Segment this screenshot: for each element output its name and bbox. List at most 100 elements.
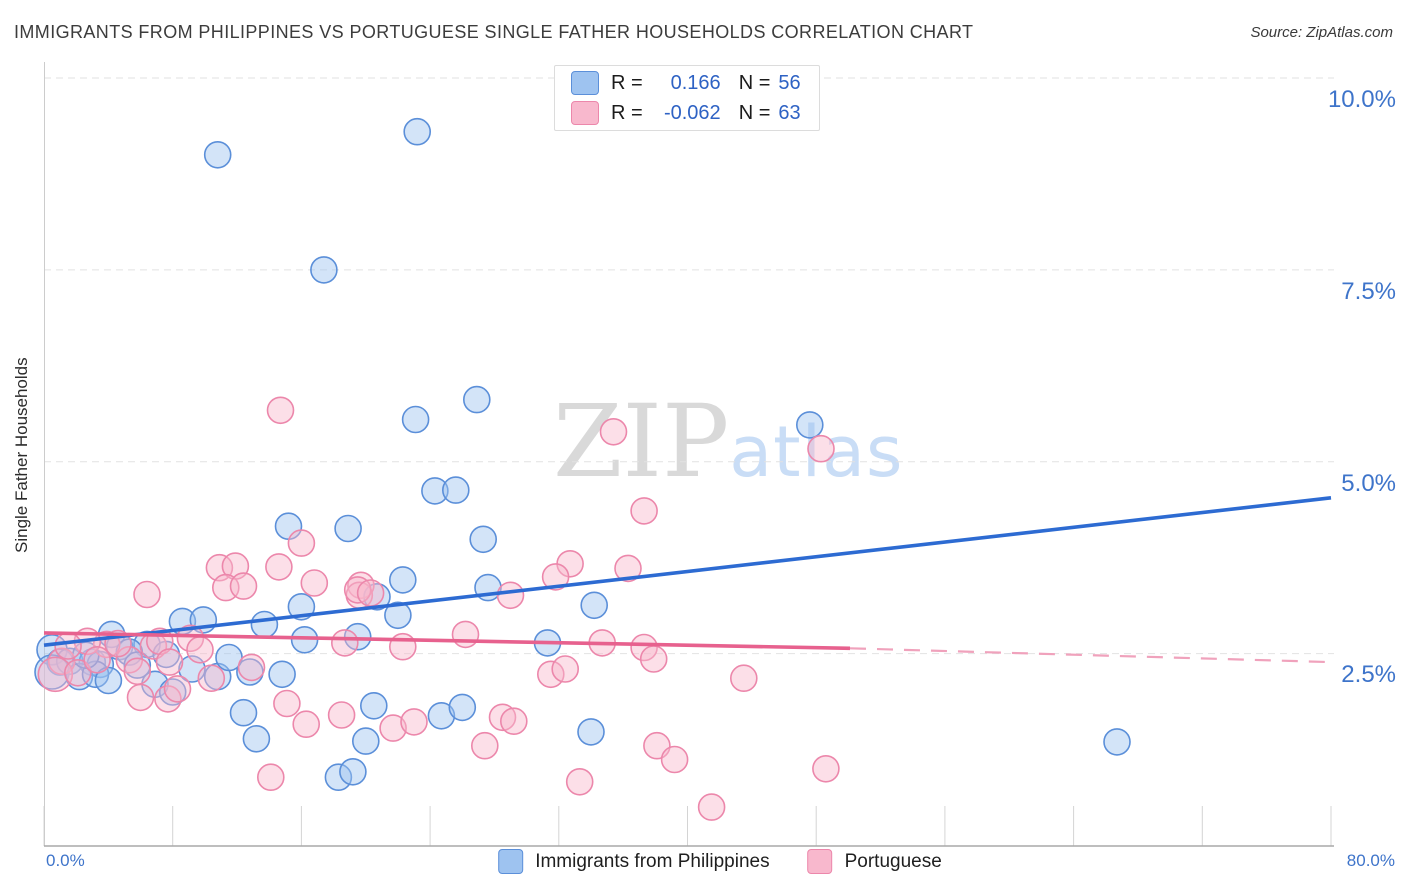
scatter-point-philippines (310, 256, 338, 284)
scatter-point-portuguese (812, 754, 840, 783)
scatter-point-portuguese (273, 689, 301, 718)
legend-row-philippines: R = 0.166 N = 56 (555, 70, 819, 96)
scatter-point-philippines (334, 514, 362, 543)
scatter-point-philippines (242, 724, 271, 753)
scatter-point-philippines (469, 525, 498, 554)
scatter-point-philippines (324, 763, 353, 792)
scatter-point-philippines (359, 691, 388, 720)
scatter-point-philippines (123, 651, 152, 679)
scatter-point-portuguese (729, 664, 758, 693)
scatter-point-philippines (577, 718, 605, 746)
y-tick-label-2-5: 2.5% (1341, 661, 1396, 688)
r-value-philippines: 0.166 (670, 71, 721, 94)
scatter-point-philippines (384, 601, 412, 630)
scatter-point-portuguese (400, 708, 428, 736)
scatter-point-portuguese (54, 632, 82, 660)
trend-line-portuguese (849, 647, 1332, 664)
scatter-point-portuguese (488, 703, 517, 732)
scatter-point-portuguese (154, 685, 182, 713)
scatter-point-philippines (343, 622, 372, 651)
scatter-point-portuguese (614, 554, 642, 583)
n-value-portuguese: 63 (778, 101, 801, 124)
scatter-point-portuguese (64, 658, 92, 687)
r-value-portuguese: -0.062 (663, 101, 721, 124)
scatter-point-philippines (351, 727, 380, 755)
blue-series-swatch (498, 849, 524, 874)
scatter-point-philippines (268, 660, 296, 689)
scatter-point-philippines (250, 610, 279, 639)
scatter-point-philippines (1103, 728, 1131, 756)
scatter-point-portuguese (551, 655, 580, 683)
scatter-point-portuguese (356, 579, 385, 607)
scatter-point-portuguese (630, 497, 658, 525)
scatter-point-portuguese (330, 629, 359, 657)
pink-series-swatch (807, 849, 833, 874)
scatter-point-philippines (388, 566, 417, 594)
scatter-point-portuguese (660, 745, 689, 774)
scatter-point-portuguese (541, 563, 570, 591)
series-legend: Immigrants from Philippines Portuguese (498, 849, 942, 874)
n-label: N = (738, 101, 771, 124)
legend-label-philippines: Immigrants from Philippines (535, 850, 770, 872)
scatter-point-portuguese (300, 569, 329, 597)
scatter-point-portuguese (126, 683, 155, 712)
y-tick-label-7-5: 7.5% (1341, 278, 1396, 305)
scatter-point-portuguese (536, 660, 565, 689)
scatter-point-portuguese (83, 645, 111, 674)
scatter-point-portuguese (163, 675, 192, 703)
legend-label-portuguese: Portuguese (844, 850, 942, 872)
legend-item-portuguese: Portuguese (807, 849, 942, 874)
scatter-point-philippines (462, 385, 491, 414)
n-label: N = (738, 71, 771, 94)
x-axis-min-label: 0.0% (46, 851, 85, 870)
correlation-legend-box: R = 0.166 N = 56 R = -0.062 N = 63 (554, 65, 820, 131)
y-tick-label-5: 5.0% (1341, 470, 1396, 497)
scatter-point-portuguese (697, 793, 726, 821)
x-axis-max-label: 80.0% (1346, 851, 1395, 870)
scatter-point-portuguese (229, 572, 258, 600)
trend-line-portuguese (43, 631, 851, 651)
scatter-point-portuguese (470, 731, 499, 760)
y-tick-label-10: 10.0% (1327, 86, 1396, 113)
scatter-point-philippines (580, 591, 609, 620)
scatter-point-portuguese (565, 767, 594, 796)
scatter-point-portuguese (237, 653, 266, 682)
r-label: R = (611, 101, 643, 124)
scatter-point-portuguese (499, 707, 528, 736)
scatter-point-portuguese (265, 553, 293, 581)
scatter-point-philippines (441, 476, 470, 504)
legend-item-philippines: Immigrants from Philippines (498, 849, 770, 874)
scatter-point-portuguese (133, 580, 161, 609)
page-title: IMMIGRANTS FROM PHILIPPINES VS PORTUGUES… (14, 22, 974, 42)
scatter-point-portuguese (388, 632, 417, 661)
scatter-point-portuguese (266, 396, 295, 425)
scatter-point-philippines (229, 698, 258, 727)
pink-series-swatch (571, 101, 599, 125)
scatter-point-philippines (448, 693, 477, 722)
scatter-point-portuguese (123, 657, 152, 686)
scatter-point-portuguese (639, 645, 668, 673)
scatter-point-philippines (421, 477, 449, 505)
scatter-point-portuguese (807, 434, 835, 463)
scatter-point-philippines (795, 411, 824, 439)
scatter-point-portuguese (155, 648, 184, 676)
scatter-point-portuguese (37, 656, 74, 693)
n-value-philippines: 56 (778, 71, 801, 94)
scatter-point-portuguese (287, 529, 316, 557)
scatter-point-portuguese (256, 763, 285, 792)
scatter-point-philippines (427, 701, 456, 730)
scatter-point-portuguese (451, 620, 480, 649)
scatter-point-portuguese (599, 417, 628, 446)
scatter-point-portuguese (630, 633, 658, 662)
scatter-point-portuguese (197, 664, 226, 693)
scatter-point-portuguese (379, 714, 407, 742)
blue-series-swatch (571, 71, 599, 95)
scatter-point-philippines (401, 405, 430, 434)
scatter-point-portuguese (186, 635, 214, 664)
legend-row-portuguese: R = -0.062 N = 63 (555, 100, 819, 126)
scatter-point-philippines (203, 141, 232, 169)
trend-line-philippines (43, 496, 1332, 647)
scatter-point-portuguese (47, 647, 76, 676)
scatter-point-portuguese (292, 710, 321, 739)
